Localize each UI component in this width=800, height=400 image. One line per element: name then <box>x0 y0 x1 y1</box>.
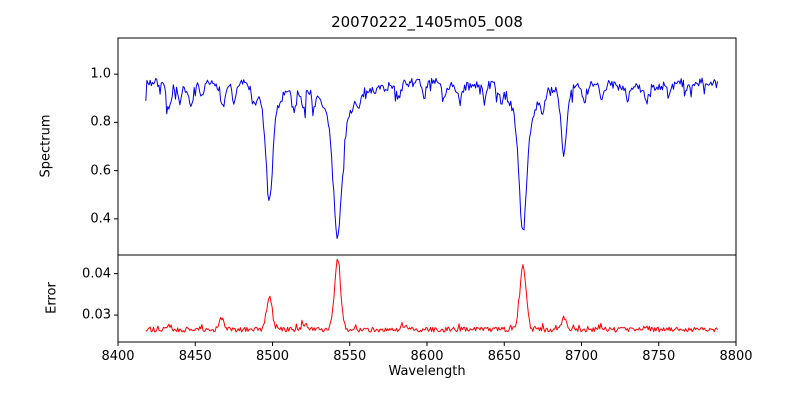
x-tick-label: 8400 <box>101 349 135 364</box>
x-tick-label: 8500 <box>255 349 290 364</box>
y-axis-label-spectrum: Spectrum <box>38 114 54 178</box>
x-tick-label: 8600 <box>410 349 444 364</box>
spectrum-y-tick-label: 1.0 <box>90 66 111 82</box>
x-tick-label: 8550 <box>333 349 367 364</box>
x-tick-label: 8750 <box>642 349 676 364</box>
x-tick-label: 8700 <box>564 349 599 364</box>
error-y-tick-label: 0.03 <box>82 307 111 323</box>
chart-title: 20070222_1405m05_008 <box>331 13 523 31</box>
error-y-tick-label: 0.04 <box>82 266 111 282</box>
spectrum-y-tick-label: 0.4 <box>90 211 111 227</box>
spectrum-y-tick-label: 0.8 <box>90 114 111 130</box>
x-tick-label: 8650 <box>487 349 521 364</box>
spectrum-y-tick-label: 0.6 <box>90 163 111 179</box>
x-tick-label: 8450 <box>178 349 212 364</box>
y-axis-label-error: Error <box>44 282 60 314</box>
x-tick-label: 8800 <box>719 349 753 364</box>
x-axis-label: Wavelength <box>388 364 466 379</box>
